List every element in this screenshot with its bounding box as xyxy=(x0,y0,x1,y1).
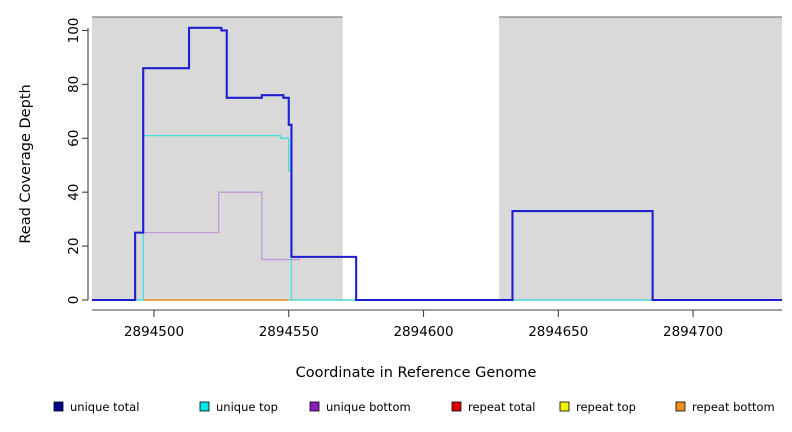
x-tick-label: 2894550 xyxy=(259,324,319,340)
y-tick-label: 40 xyxy=(66,184,82,201)
legend-swatch xyxy=(675,401,686,412)
x-tick-label: 2894700 xyxy=(663,324,723,340)
y-tick-label: 0 xyxy=(66,296,82,305)
legend: unique total unique top unique bottom repea… xyxy=(53,400,775,414)
x-tick-label: 2894650 xyxy=(528,324,588,340)
y-axis-ticks xyxy=(82,29,88,301)
data-series-group xyxy=(92,26,782,302)
x-axis-title: Coordinate in Reference Genome xyxy=(296,365,537,381)
y-axis-tick-labels: 0 20 40 60 80 100 xyxy=(66,18,82,305)
y-tick-label: 60 xyxy=(66,130,82,147)
legend-swatch xyxy=(53,401,64,412)
y-tick-label: 100 xyxy=(66,18,82,44)
legend-label: repeat bottom xyxy=(692,400,775,414)
y-axis: 0 20 40 60 80 100 Read Coverage Depth xyxy=(18,18,89,305)
x-tick-label: 2894500 xyxy=(124,324,184,340)
legend-swatch xyxy=(199,401,210,412)
y-axis-title: Read Coverage Depth xyxy=(18,84,34,243)
shaded-band xyxy=(498,17,782,300)
legend-label: repeat total xyxy=(468,400,535,414)
legend-swatch xyxy=(309,401,320,412)
legend-label: repeat top xyxy=(576,400,636,414)
legend-label: unique top xyxy=(216,400,278,414)
x-axis-tick-labels: 2894500 2894550 2894600 2894650 2894700 xyxy=(124,324,723,340)
x-tick-label: 2894600 xyxy=(393,324,453,340)
series-unique-total xyxy=(92,26,782,302)
y-tick-label: 80 xyxy=(66,76,82,93)
x-axis: 2894500 2894550 2894600 2894650 2894700 Coor… xyxy=(92,309,782,381)
shaded-band xyxy=(92,17,343,300)
legend-swatch xyxy=(451,401,462,412)
legend-swatch xyxy=(559,401,570,412)
x-axis-ticks xyxy=(153,310,694,317)
y-tick-label: 20 xyxy=(66,238,82,255)
legend-label: unique total xyxy=(70,400,139,414)
legend-label: unique bottom xyxy=(326,400,411,414)
shaded-coverage-bands xyxy=(92,17,782,300)
